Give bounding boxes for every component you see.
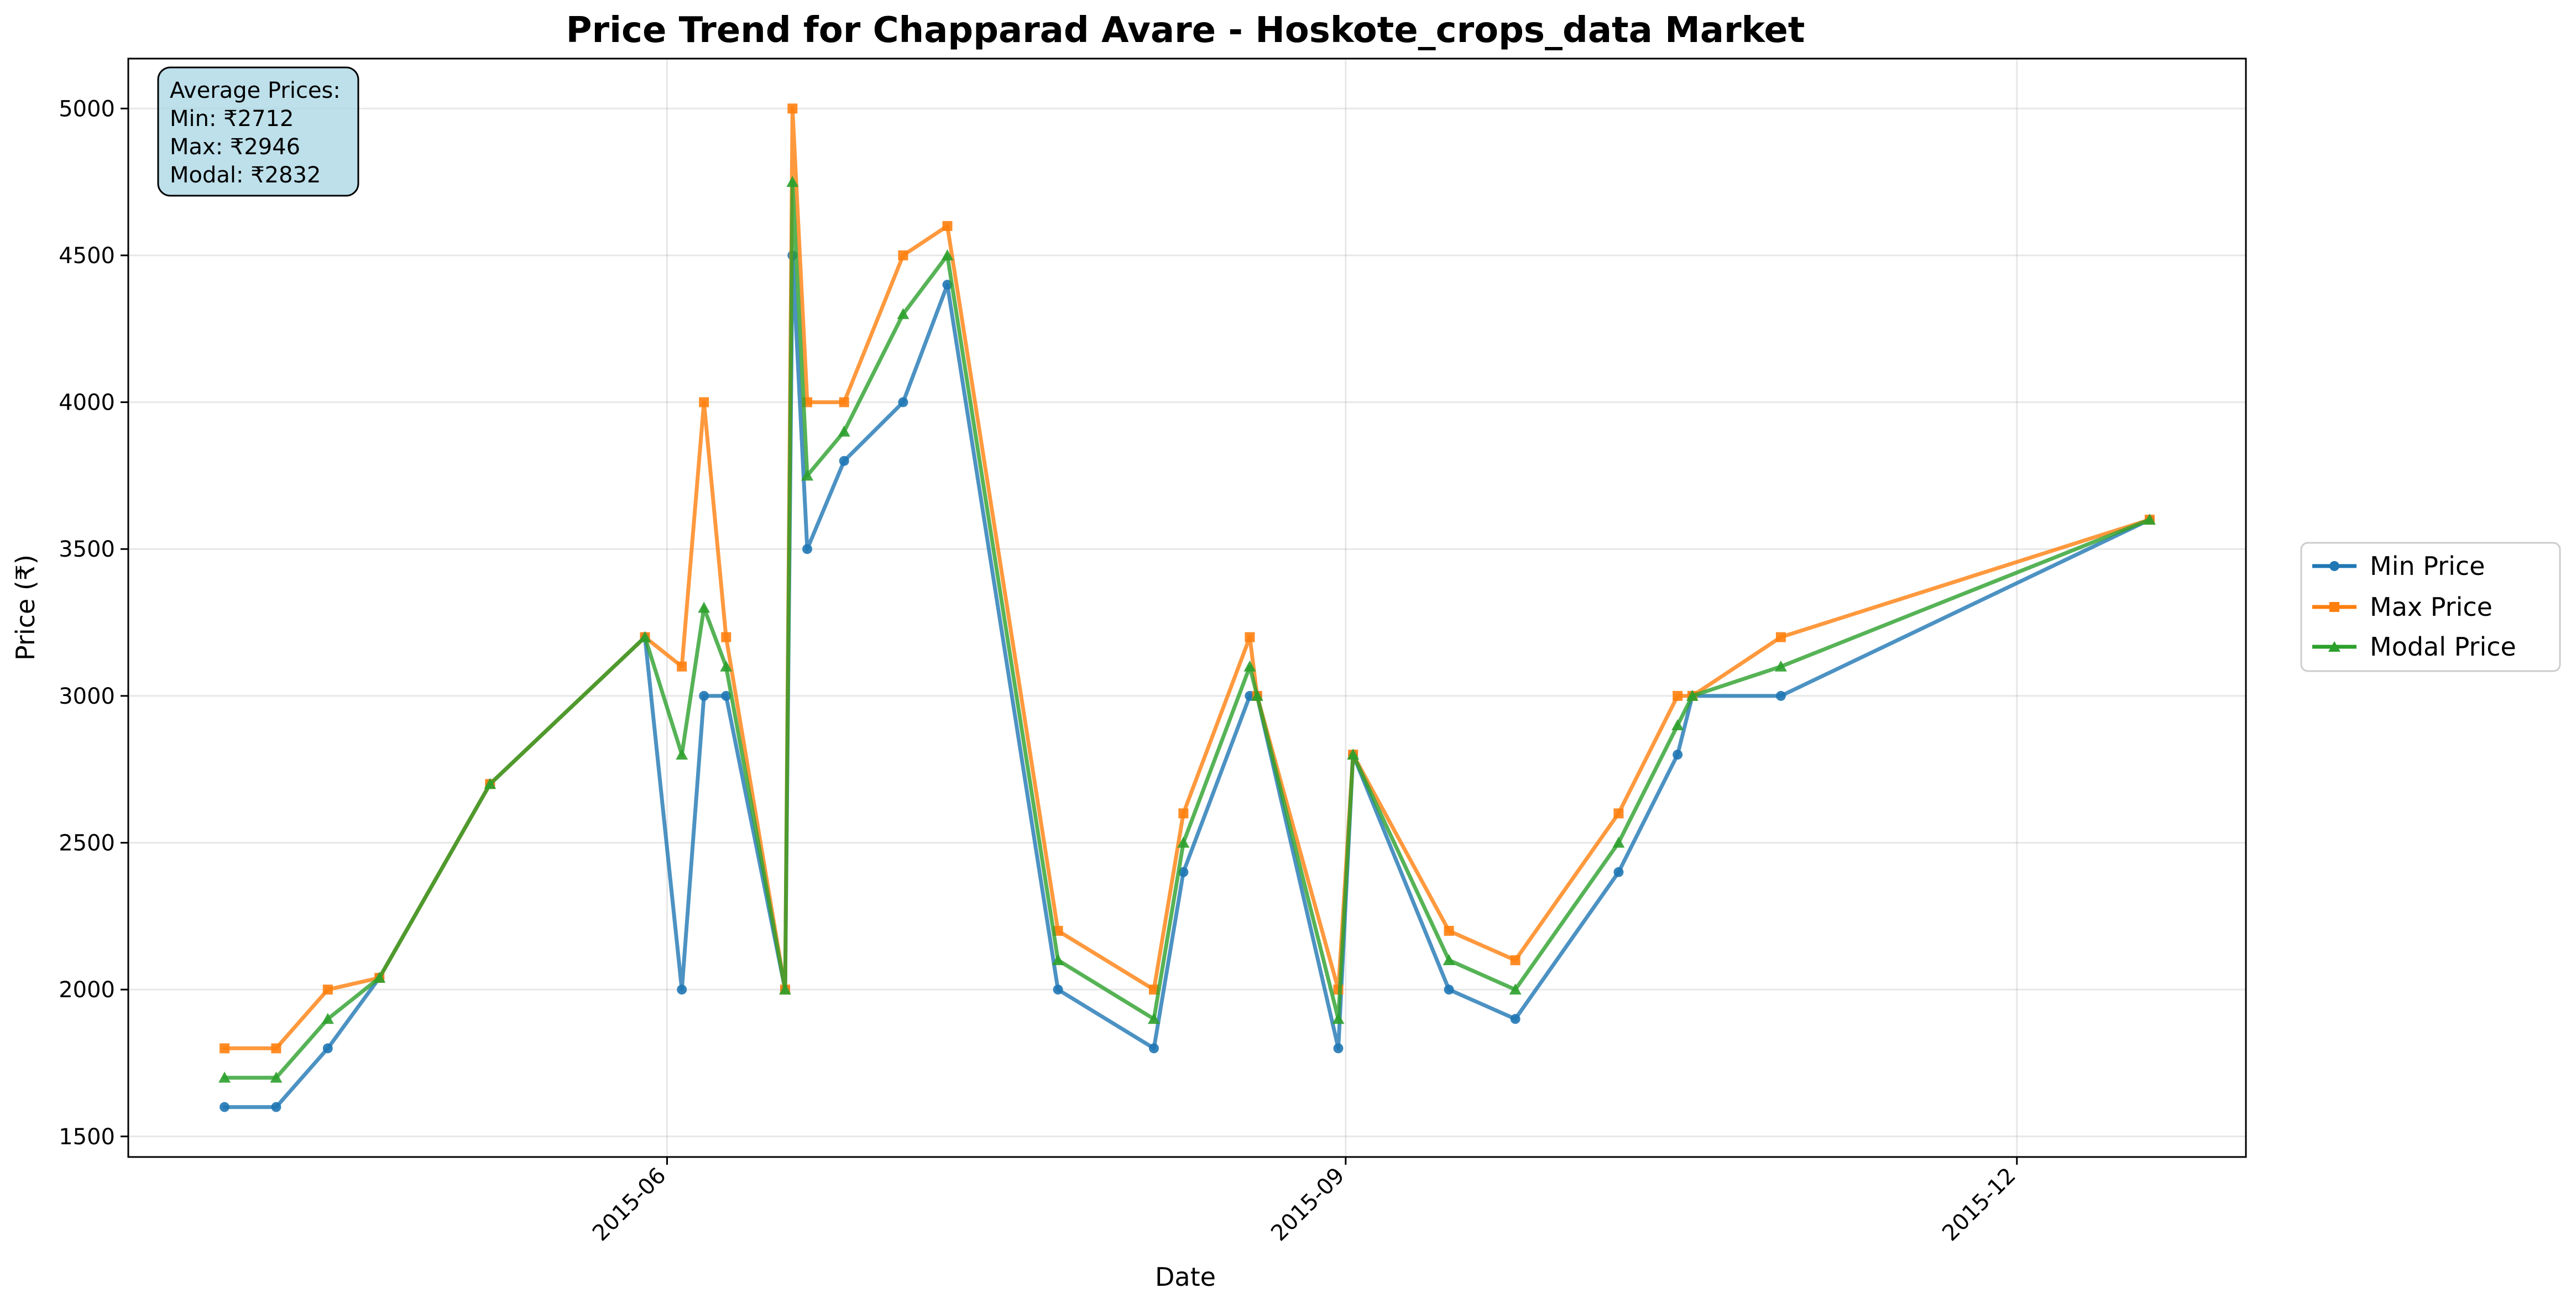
data-point [699,397,709,407]
data-point [220,1102,230,1112]
average-prices-title: Average Prices: [170,78,341,103]
data-point [218,1071,231,1083]
data-point [941,249,954,260]
average-modal: Modal: ₹2832 [170,163,321,188]
data-point [1148,985,1159,995]
series-modal-price [218,176,2156,1083]
data-point [1509,983,1522,995]
data-point [1673,690,1683,701]
data-point [1177,836,1190,848]
grid-layer [128,59,2246,1157]
data-point [1251,689,1263,701]
data-point [676,748,688,760]
series-layer [218,103,2156,1112]
data-point [721,632,731,642]
legend-item-min: Min Price [2312,551,2485,581]
data-point [1686,689,1699,701]
data-point [787,103,798,114]
data-point [720,660,733,672]
data-point [1243,660,1256,672]
data-point [271,1102,281,1112]
y-axis-label: Price (₹) [11,554,40,661]
data-point [484,778,497,789]
data-point [322,1043,333,1054]
x-axis-label: Date [1155,1262,1216,1292]
legend-item-max: Max Price [2312,592,2493,622]
data-point [1612,836,1625,848]
data-point [677,661,687,672]
data-point [1052,954,1064,966]
data-point [839,455,849,466]
data-point [373,971,386,983]
data-point [802,544,812,554]
data-point [698,601,710,613]
data-point [1775,632,1786,642]
data-point [898,250,908,260]
data-point [1673,750,1683,760]
y-tick-label: 4000 [59,390,115,416]
legend-label-min: Min Price [2370,551,2485,581]
data-point [1510,1014,1520,1024]
data-point [778,983,791,995]
y-tick-label: 1500 [59,1124,115,1150]
chart-title: Price Trend for Chapparad Avare - Hoskot… [566,10,1805,51]
data-point [1245,632,1255,642]
data-point [721,690,731,701]
data-point [639,631,651,642]
data-point [271,1043,281,1054]
data-point [1053,985,1063,995]
data-point [942,221,953,231]
y-tick-label: 3000 [59,684,115,709]
data-point [1613,808,1624,819]
data-point [220,1043,230,1054]
data-point [1510,955,1520,966]
data-point [838,425,850,437]
data-point [321,1013,334,1024]
legend-label-max: Max Price [2370,592,2493,622]
data-point [839,397,849,407]
y-tick-label: 5000 [59,96,115,122]
data-point [786,176,799,187]
y-tick-label: 4500 [59,243,115,269]
data-point [1774,660,1787,672]
legend-item-modal: Modal Price [2312,632,2516,662]
average-min: Min: ₹2712 [170,106,294,132]
average-prices-box: Average Prices: Min: ₹2712 Max: ₹2946 Mo… [157,66,359,197]
data-point [1613,867,1624,877]
y-tick-label: 2000 [59,977,115,1003]
data-point [898,397,908,407]
data-point [699,690,709,701]
data-point [1332,1013,1345,1024]
data-point [1333,1043,1344,1054]
data-point [1671,719,1684,731]
data-point [1444,925,1454,936]
data-point [897,308,910,320]
data-point [2143,514,2156,525]
data-point [1148,1043,1159,1054]
y-tick-label: 2500 [59,831,115,856]
data-point [1444,985,1454,995]
data-point [1443,954,1455,966]
data-point [1147,1013,1160,1024]
data-point [270,1071,283,1083]
data-point [677,985,687,995]
legend-label-modal: Modal Price [2370,632,2516,662]
data-point [1178,867,1189,877]
y-tick-label: 3500 [59,537,115,562]
data-point [322,985,333,995]
data-point [1178,808,1189,819]
data-point [1775,690,1786,701]
data-point [1347,748,1360,760]
data-point [801,469,813,481]
average-max: Max: ₹2946 [170,134,300,160]
plot-frame [127,57,2247,1158]
legend: Min Price Max Price Modal Price [2300,542,2561,672]
